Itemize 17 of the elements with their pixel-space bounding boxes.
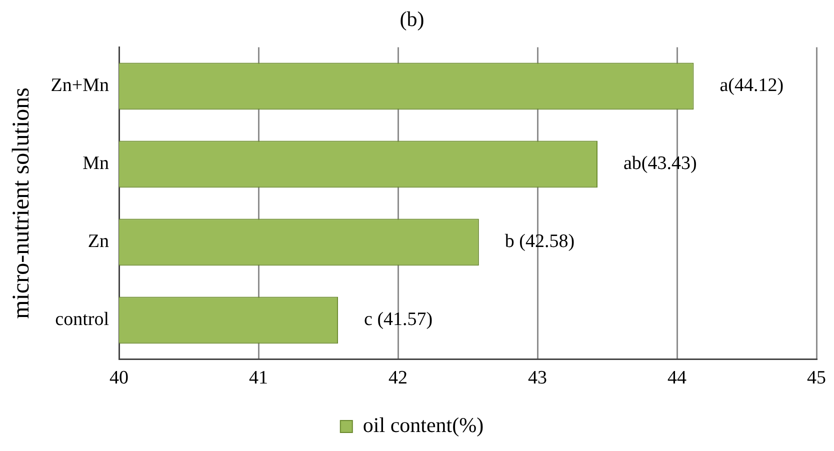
y-tick-label: Mn xyxy=(82,153,110,174)
y-axis-title: micro-nutrient solutions xyxy=(8,88,35,319)
y-tick-label: Zn+Mn xyxy=(50,75,110,96)
y-tick-label: Zn xyxy=(88,231,110,252)
x-tick-label: 43 xyxy=(528,368,548,389)
data-label: ab(43.43) xyxy=(623,153,697,174)
data-label: a(44.12) xyxy=(720,75,784,96)
x-tick-label: 41 xyxy=(249,368,268,389)
data-label: c (41.57) xyxy=(364,309,433,330)
chart-title: (b) xyxy=(400,7,424,32)
legend-label: oil content(%) xyxy=(362,413,484,438)
x-tick-label: 44 xyxy=(668,368,688,389)
x-tick-label: 40 xyxy=(110,368,129,389)
y-tick-label: control xyxy=(55,309,110,330)
x-tick-label: 42 xyxy=(388,368,408,389)
data-label: b (42.58) xyxy=(504,231,575,252)
x-tick-label: 45 xyxy=(807,368,826,389)
